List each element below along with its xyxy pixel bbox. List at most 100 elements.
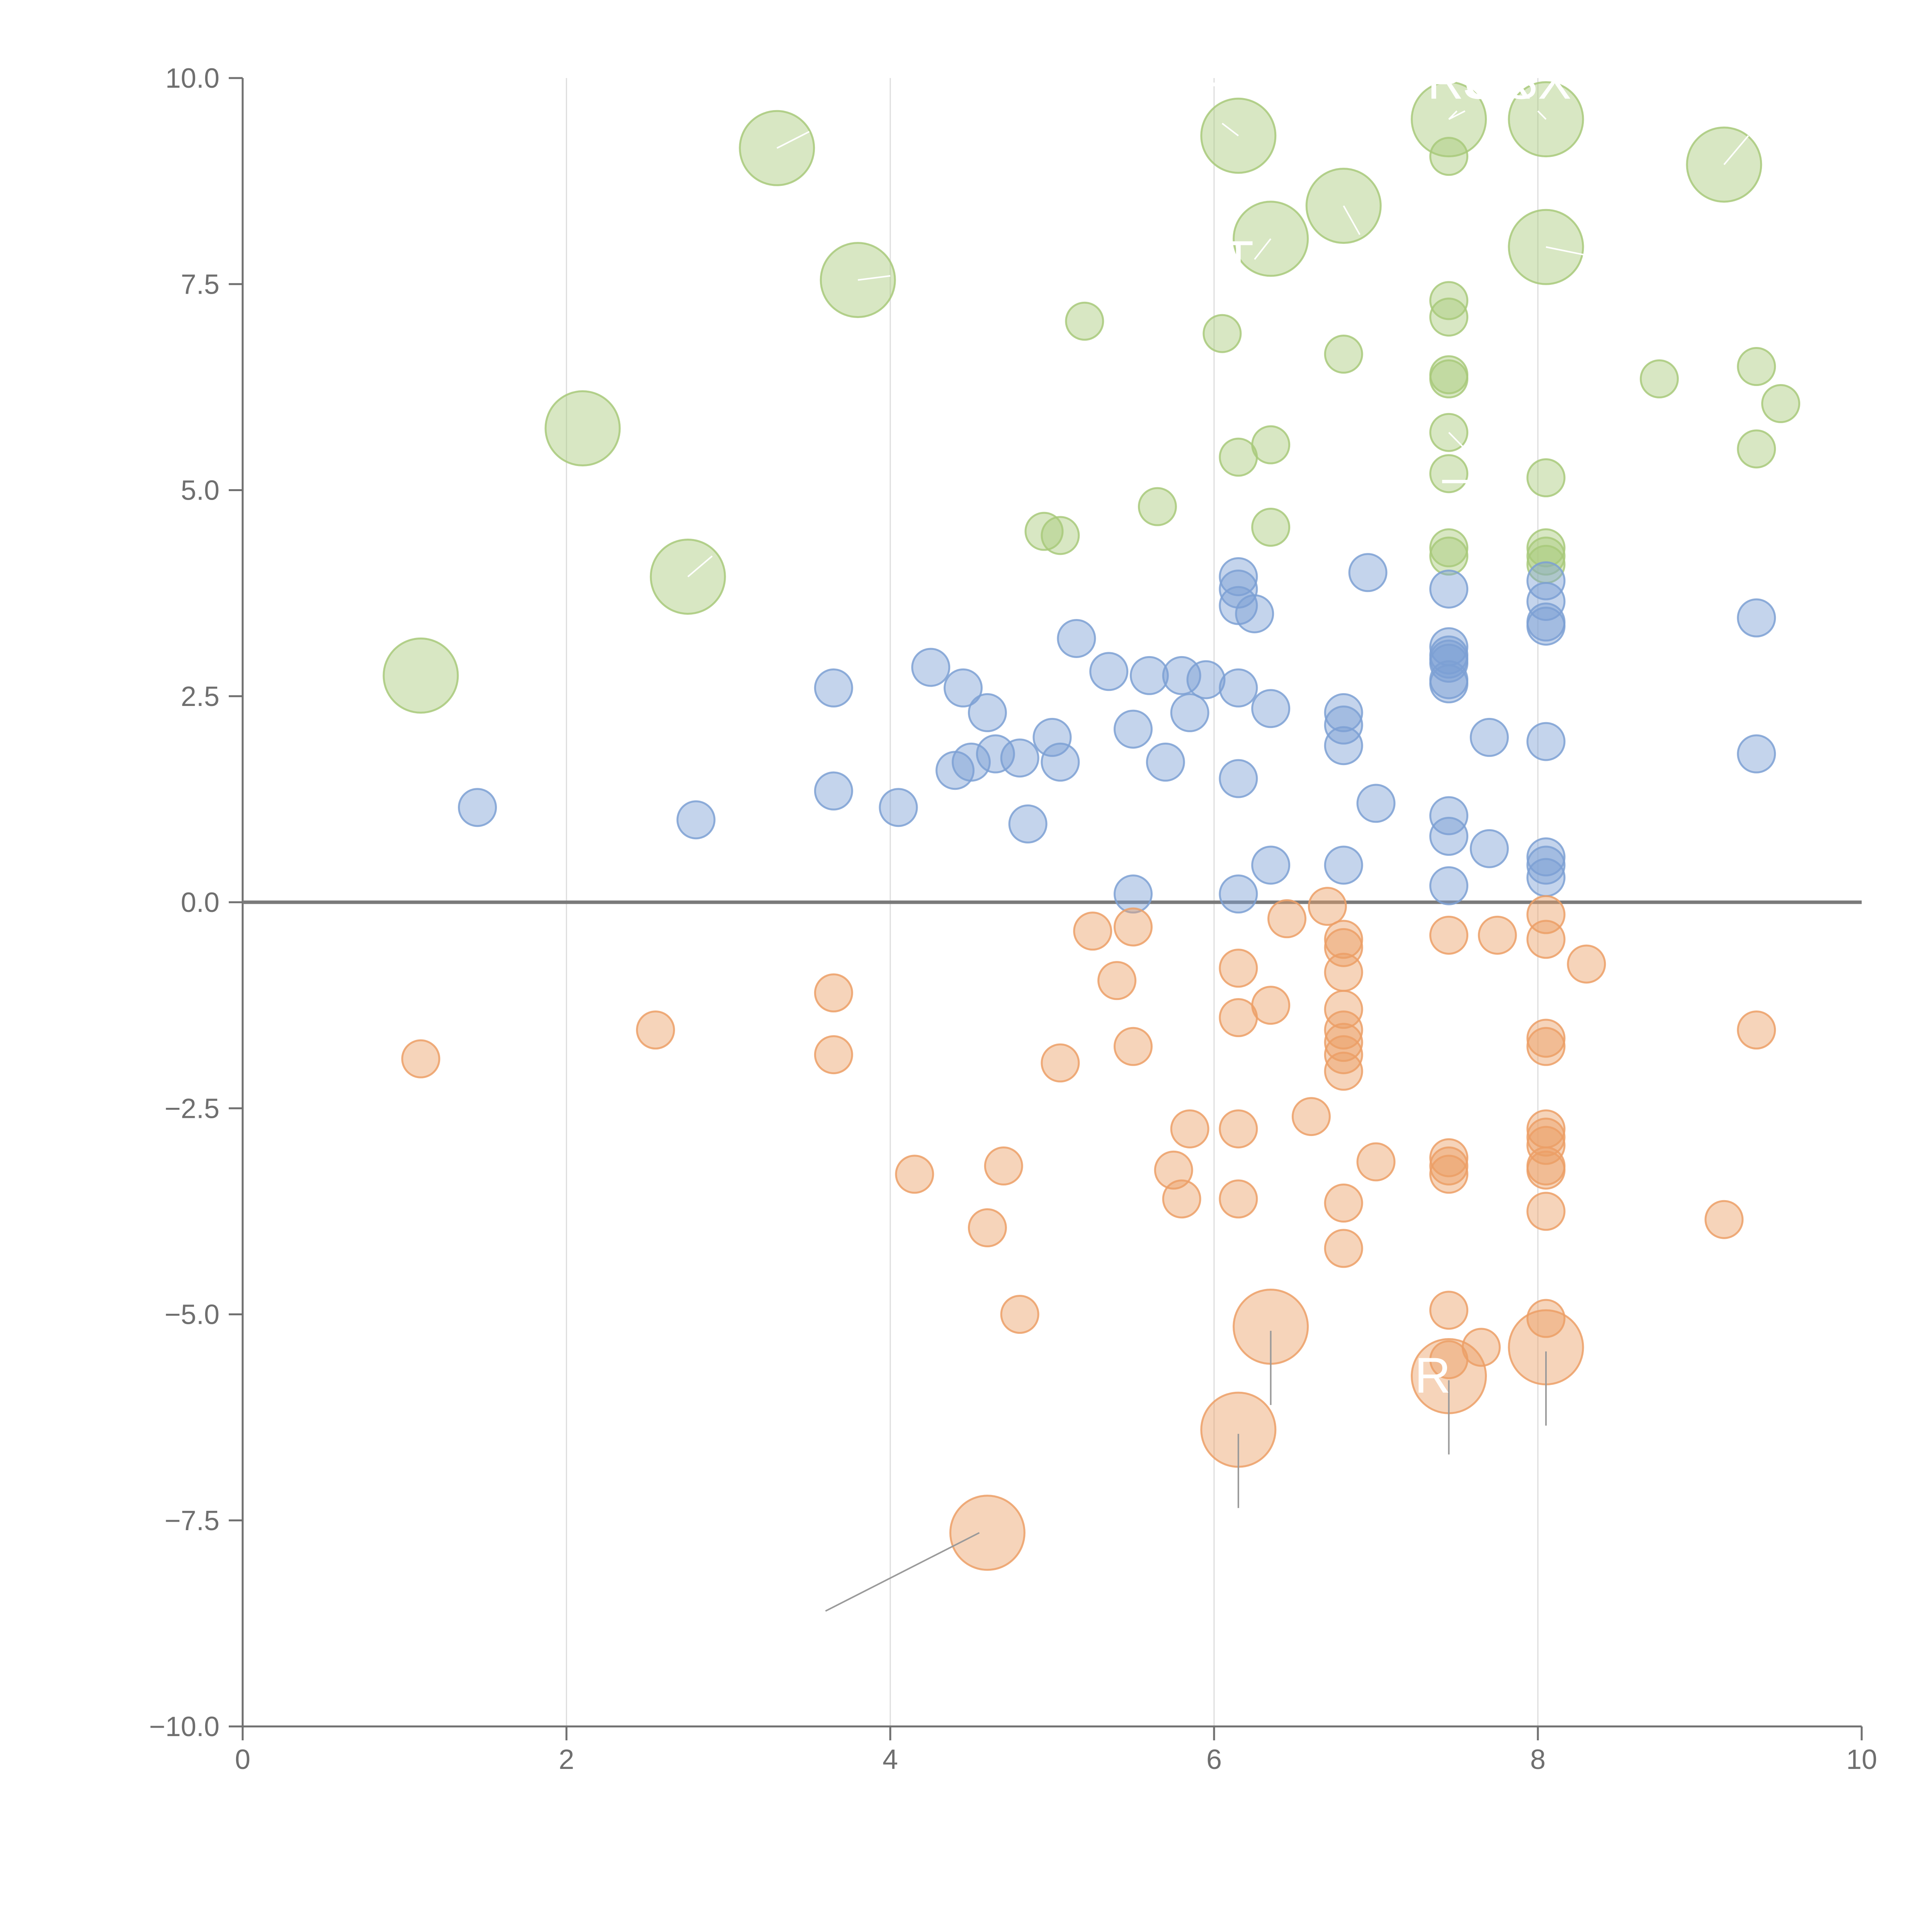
orange-point-11 bbox=[1114, 907, 1153, 947]
green-point-20 bbox=[1429, 298, 1469, 337]
orange-point-37 bbox=[1356, 1142, 1396, 1182]
annotation-line-4 bbox=[1254, 238, 1272, 260]
orange-point-38 bbox=[1429, 915, 1469, 955]
annotation-label-3: SX bbox=[1504, 53, 1571, 109]
blue-point-37 bbox=[1348, 553, 1388, 592]
orange-point-33 bbox=[1324, 1035, 1363, 1075]
blue-point-60 bbox=[1737, 734, 1776, 774]
x-tick-label-4: 8 bbox=[1530, 1744, 1546, 1775]
orange-point-40 bbox=[1429, 1146, 1469, 1186]
orange-point-30 bbox=[1324, 990, 1363, 1029]
annotation-line-7 bbox=[687, 555, 713, 577]
orange-point-10 bbox=[1073, 912, 1112, 951]
blue-point-32 bbox=[1251, 845, 1291, 885]
annotation-label-4: T bbox=[1223, 230, 1253, 287]
blue-point-39 bbox=[1429, 569, 1469, 609]
blue-point-28 bbox=[1219, 668, 1258, 707]
orange-point-50 bbox=[1526, 1027, 1566, 1066]
blue-point-36 bbox=[1324, 845, 1363, 885]
orange-point-22 bbox=[1251, 986, 1291, 1025]
x-tick-label-5: 10 bbox=[1846, 1744, 1877, 1775]
blue-point-38 bbox=[1356, 784, 1396, 823]
annotation-label-1: RO bbox=[1427, 53, 1503, 109]
annotation-line-0 bbox=[1221, 122, 1239, 136]
blue-point-25 bbox=[1219, 569, 1258, 609]
orange-point-45 bbox=[1461, 1328, 1501, 1367]
x-tick-label-3: 6 bbox=[1206, 1744, 1222, 1775]
blue-point-54 bbox=[1526, 606, 1566, 646]
blue-point-33 bbox=[1324, 693, 1363, 732]
blue-point-50 bbox=[1469, 829, 1509, 868]
blue-point-35 bbox=[1324, 726, 1363, 765]
blue-point-20 bbox=[1162, 656, 1201, 695]
green-point-13 bbox=[1251, 425, 1291, 464]
orange-point-0 bbox=[401, 1039, 440, 1078]
orange-point-12 bbox=[1097, 961, 1137, 1000]
blue-point-47 bbox=[1429, 816, 1469, 856]
annotation-line-6 bbox=[857, 275, 891, 281]
annotation-label-12: — / bbox=[1442, 449, 1520, 505]
orange-point-49 bbox=[1526, 1019, 1566, 1058]
blue-point-58 bbox=[1526, 858, 1566, 897]
blue-point-51 bbox=[1526, 561, 1566, 600]
blue-point-21 bbox=[1170, 693, 1209, 732]
blue-point-59 bbox=[1737, 598, 1776, 638]
orange-point-52 bbox=[1526, 1117, 1566, 1157]
orange-point-16 bbox=[1170, 1109, 1209, 1149]
blue-point-4 bbox=[879, 788, 918, 827]
orange-point-1 bbox=[636, 1010, 675, 1050]
annotation-label-15: R bbox=[1415, 1347, 1451, 1403]
annotation-line-5 bbox=[776, 131, 810, 149]
orange-point-56 bbox=[1526, 1192, 1566, 1231]
green-point-8 bbox=[1138, 487, 1177, 526]
orange-point-9 bbox=[1041, 1043, 1080, 1083]
annotation-label-0: DA bbox=[1204, 41, 1274, 97]
green-point-37 bbox=[1737, 429, 1776, 469]
orange-point-19 bbox=[1219, 1109, 1258, 1149]
green-point-35 bbox=[1737, 347, 1776, 386]
orange-point-4 bbox=[895, 1155, 934, 1194]
orange-point-25 bbox=[1291, 1097, 1331, 1136]
green-point-33 bbox=[1639, 359, 1679, 399]
blue-point-23 bbox=[1114, 874, 1153, 914]
orange-point-26 bbox=[1308, 887, 1347, 926]
blue-point-14 bbox=[1041, 742, 1080, 782]
blue-point-11 bbox=[1000, 738, 1039, 778]
blue-point-55 bbox=[1526, 722, 1566, 761]
orange-point-41 bbox=[1429, 1155, 1469, 1194]
blue-point-0 bbox=[458, 788, 497, 827]
green-point-1 bbox=[544, 390, 621, 467]
annotation-label-2: SR bbox=[1463, 53, 1532, 109]
blue-point-49 bbox=[1469, 718, 1509, 757]
annotation-line-10 bbox=[1546, 246, 1587, 256]
green-point-16 bbox=[1324, 335, 1363, 374]
blue-point-56 bbox=[1526, 837, 1566, 877]
x-tick-label-1: 2 bbox=[559, 1744, 574, 1775]
blue-point-9 bbox=[952, 742, 991, 782]
annotation-line-9 bbox=[1723, 135, 1749, 165]
orange-point-27 bbox=[1324, 920, 1363, 959]
annotation-line-3 bbox=[1537, 110, 1547, 120]
green-point-19 bbox=[1429, 281, 1469, 320]
orange-point-24 bbox=[1267, 899, 1307, 939]
y-tick-label-5: −2.5 bbox=[165, 1093, 219, 1124]
orange-point-5 bbox=[968, 1208, 1007, 1248]
orange-point-57 bbox=[1526, 1299, 1566, 1338]
y-tick-label-8: −10.0 bbox=[149, 1711, 219, 1742]
blue-point-10 bbox=[976, 734, 1015, 774]
y-tick-label-2: 5.0 bbox=[181, 475, 219, 506]
green-point-26 bbox=[1429, 536, 1469, 576]
orange-point-60 bbox=[1704, 1200, 1744, 1239]
blue-point-30 bbox=[1219, 874, 1258, 914]
orange-point-6 bbox=[984, 1146, 1023, 1186]
blue-point-48 bbox=[1429, 866, 1469, 905]
axes-layer: 0 2 4 6 8 10 10.0 7.5 5.0 2.5 0.0 −2.5 −5.0 −7.5 −10.0 bbox=[149, 63, 1877, 1775]
x-tick-label-2: 4 bbox=[883, 1744, 898, 1775]
orange-point-13 bbox=[1114, 1027, 1153, 1066]
blue-point-29 bbox=[1219, 759, 1258, 798]
blue-point-3 bbox=[814, 771, 853, 811]
green-point-25 bbox=[1429, 528, 1469, 568]
blue-point-17 bbox=[1114, 709, 1153, 749]
